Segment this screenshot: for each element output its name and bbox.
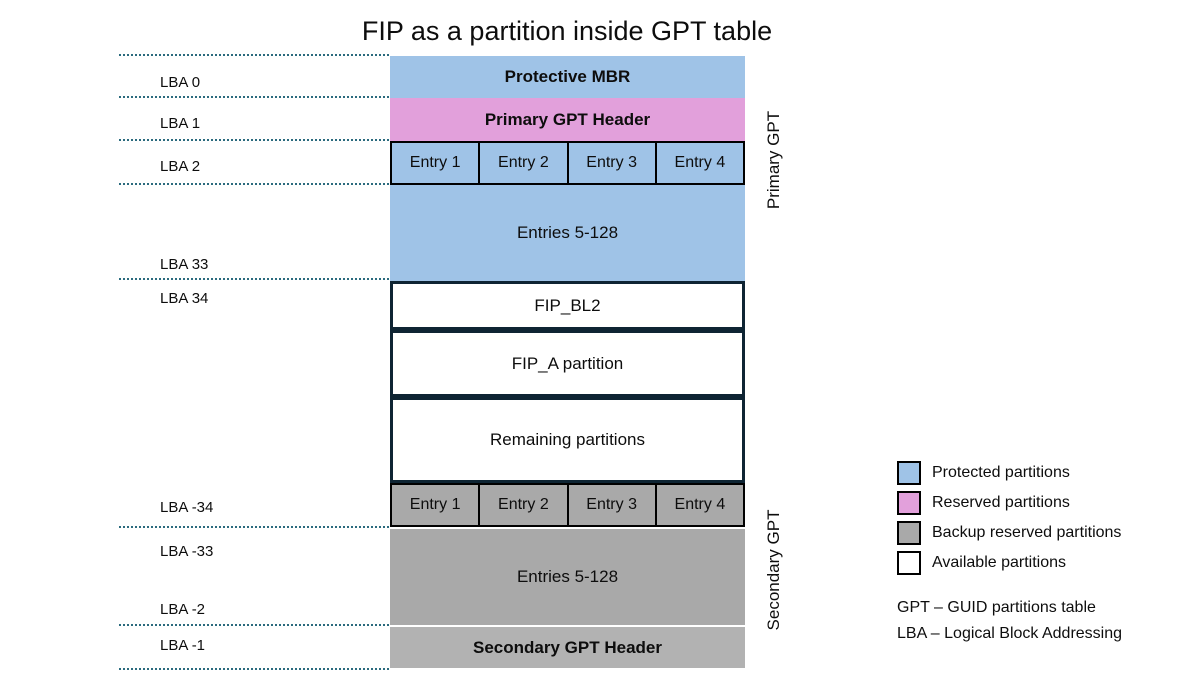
dotted-line-lba0-top	[119, 54, 390, 56]
lba-1-label: LBA 1	[160, 115, 201, 132]
footnote-lba: LBA – Logical Block Addressing	[897, 625, 1123, 642]
secondary-entry-row: Entry 1 Entry 2 Entry 3 Entry 4	[390, 483, 745, 527]
dotted-line-lba-neg2-bottom	[119, 624, 390, 626]
footnote-gpt: GPT – GUID partitions table	[897, 599, 1096, 616]
dotted-line-lba-neg1-bottom	[119, 668, 390, 670]
legend-item-available: Available partitions	[897, 551, 1121, 575]
dotted-line-lba-neg34-bottom	[119, 526, 390, 528]
block-remaining-partitions: Remaining partitions	[390, 397, 745, 483]
lba-2-label: LBA 2	[160, 158, 201, 175]
block-fip-a-partition: FIP_A partition	[390, 330, 745, 397]
primary-entry-1: Entry 1	[392, 143, 481, 183]
secondary-entry-3: Entry 3	[568, 485, 657, 525]
lba-neg-34-label: LBA -34	[160, 499, 214, 516]
legend-label-protected: Protected partitions	[932, 464, 1070, 481]
lba-neg-33-label: LBA -33	[160, 543, 214, 560]
lba-neg-1-label: LBA -1	[160, 637, 206, 654]
legend-item-protected: Protected partitions	[897, 461, 1121, 485]
block-primary-entries-5-128: Entries 5-128	[390, 185, 745, 281]
dotted-line-lba33-34	[119, 278, 390, 280]
block-fip-bl2: FIP_BL2	[390, 281, 745, 330]
dotted-line-entries-top	[119, 183, 390, 185]
legend-label-reserved: Reserved partitions	[932, 494, 1070, 511]
primary-entry-row: Entry 1 Entry 2 Entry 3 Entry 4	[390, 141, 745, 185]
block-primary-gpt-header: Primary GPT Header	[390, 98, 745, 141]
primary-entry-4: Entry 4	[656, 143, 743, 183]
primary-entry-3: Entry 3	[568, 143, 657, 183]
dotted-line-lba1-top	[119, 96, 390, 98]
secondary-gpt-group-label: Secondary GPT	[764, 509, 783, 631]
secondary-entry-1: Entry 1	[392, 485, 481, 525]
lba-33-label: LBA 33	[160, 256, 209, 273]
lba-34-label: LBA 34	[160, 290, 209, 307]
legend-item-backup: Backup reserved partitions	[897, 521, 1121, 545]
lba-neg-2-label: LBA -2	[160, 601, 206, 618]
primary-gpt-group-label: Primary GPT	[764, 110, 783, 210]
legend-item-reserved: Reserved partitions	[897, 491, 1121, 515]
available-swatch-icon	[897, 551, 921, 575]
lba-0-label: LBA 0	[160, 74, 201, 91]
dotted-line-lba2-top	[119, 139, 390, 141]
secondary-entry-4: Entry 4	[656, 485, 743, 525]
diagram-title: FIP as a partition inside GPT table	[361, 16, 773, 46]
legend-label-available: Available partitions	[932, 554, 1067, 571]
backup-swatch-icon	[897, 521, 921, 545]
protected-swatch-icon	[897, 461, 921, 485]
legend: Protected partitions Reserved partitions…	[897, 461, 1121, 575]
block-secondary-gpt-header: Secondary GPT Header	[390, 627, 745, 668]
block-secondary-entries-5-128: Entries 5-128	[390, 529, 745, 625]
primary-entry-2: Entry 2	[480, 143, 569, 183]
secondary-entry-2: Entry 2	[480, 485, 569, 525]
block-protective-mbr: Protective MBR	[390, 56, 745, 98]
reserved-swatch-icon	[897, 491, 921, 515]
legend-label-backup: Backup reserved partitions	[932, 524, 1122, 541]
